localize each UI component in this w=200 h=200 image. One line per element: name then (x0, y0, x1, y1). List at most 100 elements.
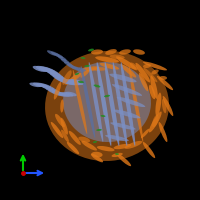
Ellipse shape (97, 146, 115, 151)
Ellipse shape (29, 83, 41, 87)
Ellipse shape (110, 55, 125, 59)
Ellipse shape (58, 92, 70, 97)
Ellipse shape (157, 76, 173, 90)
Ellipse shape (139, 73, 148, 91)
Ellipse shape (51, 51, 60, 57)
Ellipse shape (65, 73, 82, 85)
Ellipse shape (55, 92, 67, 96)
Ellipse shape (105, 49, 117, 55)
Ellipse shape (105, 135, 129, 141)
Ellipse shape (113, 62, 127, 146)
Ellipse shape (67, 64, 76, 69)
Ellipse shape (39, 84, 51, 88)
Ellipse shape (70, 79, 84, 85)
Ellipse shape (91, 49, 103, 55)
Ellipse shape (93, 141, 97, 143)
Ellipse shape (163, 96, 173, 116)
Ellipse shape (50, 73, 63, 79)
Ellipse shape (63, 62, 151, 142)
Ellipse shape (141, 129, 150, 138)
Ellipse shape (130, 62, 138, 70)
Ellipse shape (117, 154, 131, 166)
Ellipse shape (78, 81, 84, 83)
Ellipse shape (149, 85, 155, 99)
Ellipse shape (119, 49, 131, 55)
Ellipse shape (67, 79, 80, 85)
Ellipse shape (61, 58, 70, 64)
Ellipse shape (45, 51, 169, 161)
Ellipse shape (74, 67, 83, 72)
Ellipse shape (61, 130, 69, 142)
Ellipse shape (33, 82, 45, 87)
Ellipse shape (75, 73, 79, 75)
Ellipse shape (81, 57, 85, 59)
Ellipse shape (95, 56, 119, 63)
Ellipse shape (47, 70, 61, 76)
Ellipse shape (62, 70, 72, 85)
Ellipse shape (36, 83, 48, 87)
Ellipse shape (73, 70, 87, 134)
Ellipse shape (121, 64, 136, 78)
Ellipse shape (109, 74, 137, 82)
Ellipse shape (49, 89, 60, 94)
Ellipse shape (45, 69, 58, 75)
Ellipse shape (42, 67, 55, 73)
Ellipse shape (55, 114, 65, 127)
Ellipse shape (64, 79, 77, 85)
Ellipse shape (117, 97, 145, 107)
Ellipse shape (61, 118, 68, 135)
Ellipse shape (105, 62, 119, 146)
Ellipse shape (51, 122, 63, 138)
Ellipse shape (133, 49, 145, 55)
Ellipse shape (54, 53, 63, 59)
Ellipse shape (143, 68, 157, 82)
Ellipse shape (81, 66, 95, 138)
Ellipse shape (71, 65, 80, 71)
Ellipse shape (121, 62, 135, 146)
Ellipse shape (104, 95, 110, 97)
Ellipse shape (143, 142, 155, 158)
Ellipse shape (80, 66, 100, 72)
Ellipse shape (52, 75, 66, 81)
Ellipse shape (112, 84, 142, 96)
Ellipse shape (101, 115, 105, 117)
Ellipse shape (58, 56, 67, 61)
Ellipse shape (47, 50, 56, 56)
Ellipse shape (143, 64, 151, 68)
Ellipse shape (116, 56, 137, 70)
Ellipse shape (39, 66, 52, 72)
Ellipse shape (135, 63, 150, 82)
Ellipse shape (155, 93, 161, 116)
Ellipse shape (114, 144, 131, 149)
Ellipse shape (125, 141, 142, 149)
Ellipse shape (88, 49, 94, 51)
Ellipse shape (97, 62, 111, 146)
Ellipse shape (159, 76, 167, 80)
Ellipse shape (143, 62, 167, 70)
Ellipse shape (67, 142, 79, 154)
Ellipse shape (149, 112, 162, 132)
Ellipse shape (54, 82, 61, 100)
Ellipse shape (65, 92, 77, 96)
Ellipse shape (62, 92, 73, 97)
Ellipse shape (80, 70, 90, 78)
Ellipse shape (58, 78, 71, 84)
Ellipse shape (84, 65, 90, 67)
Ellipse shape (64, 61, 73, 67)
Ellipse shape (100, 63, 119, 70)
Ellipse shape (60, 99, 64, 113)
Ellipse shape (61, 79, 74, 85)
Ellipse shape (162, 99, 166, 113)
Ellipse shape (33, 66, 46, 72)
Ellipse shape (89, 62, 103, 142)
Ellipse shape (114, 110, 140, 118)
Ellipse shape (42, 85, 54, 90)
Ellipse shape (69, 131, 81, 145)
Ellipse shape (45, 87, 57, 92)
Ellipse shape (129, 66, 143, 142)
Ellipse shape (81, 141, 97, 151)
Ellipse shape (112, 153, 123, 157)
Ellipse shape (52, 91, 63, 95)
Ellipse shape (91, 152, 103, 157)
Ellipse shape (152, 115, 159, 127)
